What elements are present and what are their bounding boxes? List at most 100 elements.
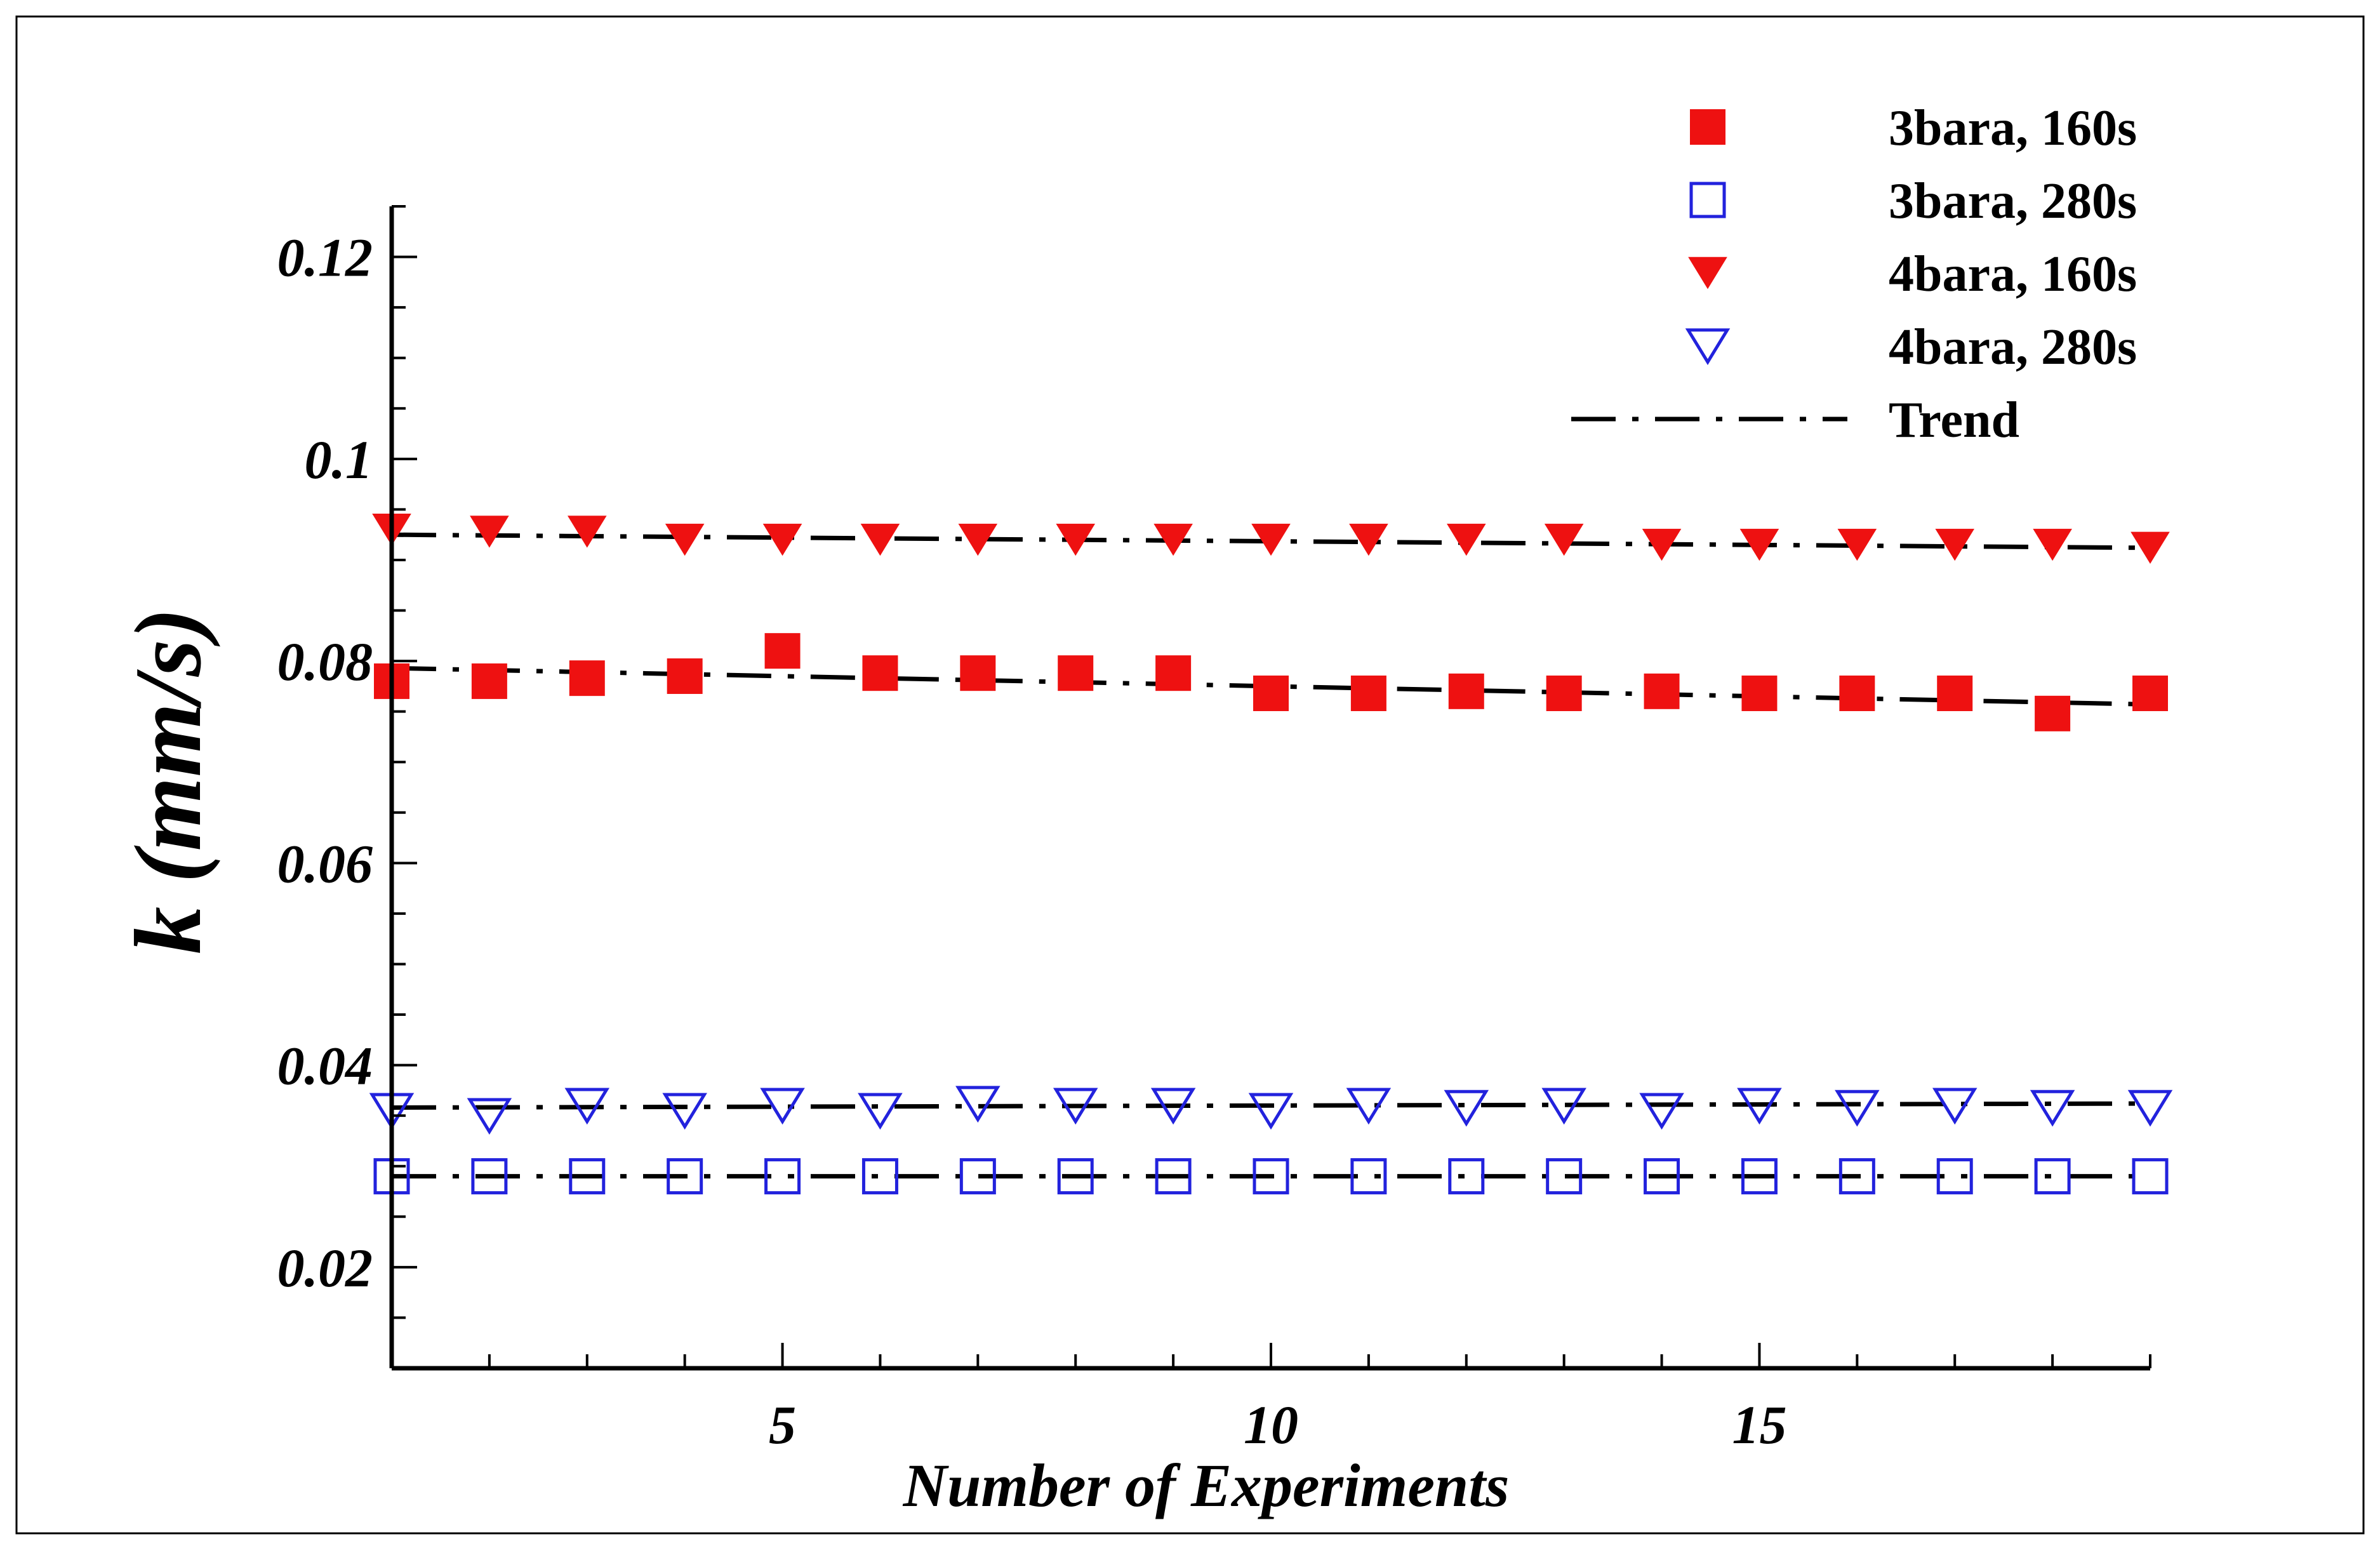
axes: 0.02 0.04 0.06 0.08 0.1 0.12 5 10 15 [277,205,2151,1455]
data-point-4bara-280s [1444,1090,1489,1127]
data-point-3bara-160s [960,655,996,691]
x-tick-label: 10 [1244,1394,1298,1455]
legend-label-4bara-280s: 4bara, 280s [1889,319,2137,375]
data-point-4bara-280s [1541,1088,1586,1125]
data-point-3bara-160s [862,655,898,691]
trend-lines [391,532,2151,1179]
data-point-3bara-280s [471,1158,508,1195]
data-point-3bara-280s [1936,1158,1973,1195]
data-point-4bara-280s [1150,1088,1196,1125]
legend-symbol-4bara-280s [1685,328,1731,365]
legend-label-4bara-160s: 4bara, 160s [1889,246,2137,302]
data-point-3bara-160s [1741,676,1778,712]
data-point-4bara-160s [1153,523,1193,556]
data-point-3bara-160s [1058,655,1094,691]
x-tick-label: 5 [769,1394,796,1455]
data-point-4bara-280s [1346,1088,1392,1125]
data-point-3bara-280s [1546,1158,1583,1195]
data-point-3bara-160s [1644,673,1680,709]
data-point-3bara-160s [1253,676,1289,712]
data-point-4bara-280s [1248,1093,1294,1130]
data-point-4bara-280s [1835,1090,1880,1127]
data-point-4bara-280s [1737,1088,1782,1125]
data-point-4bara-280s [2127,1090,2173,1127]
data-point-3bara-280s [764,1158,801,1195]
x-axis-title: Number of Experiments [903,1451,1510,1519]
data-point-3bara-280s [569,1158,606,1195]
data-point-4bara-280s [662,1093,707,1130]
data-point-3bara-160s [569,660,605,697]
data-point-3bara-160s [1546,676,1582,712]
data-point-3bara-280s [1741,1158,1778,1195]
data-point-4bara-280s [955,1086,1001,1123]
y-tick-label: 0.08 [277,631,373,692]
data-point-4bara-280s [564,1088,610,1125]
data-point-3bara-280s [959,1158,996,1195]
data-point-4bara-280s [858,1093,903,1130]
data-point-4bara-160s [1056,523,1096,556]
data-point-4bara-160s [860,523,900,556]
data-point-4bara-160s [2131,531,2170,564]
data-point-3bara-280s [1155,1158,1192,1195]
data-point-3bara-160s [2132,676,2168,712]
data-point-3bara-280s [1057,1158,1094,1195]
data-point-4bara-160s [1544,523,1584,556]
data-point-4bara-280s [1053,1088,1098,1125]
data-point-3bara-160s [1350,676,1386,712]
data-point-4bara-160s [762,523,802,556]
data-point-4bara-160s [958,523,998,556]
legend-symbol-4bara-160s [1688,257,1727,290]
data-point-3bara-280s [1838,1158,1875,1195]
y-tick-label: 0.12 [277,227,373,288]
data-point-3bara-280s [2034,1158,2071,1195]
data-point-3bara-160s [764,633,801,669]
trend-line [391,1101,2151,1110]
data-markers [369,514,2173,1195]
data-point-4bara-160s [1642,528,1682,561]
y-tick-label: 0.02 [277,1237,373,1298]
data-point-4bara-160s [470,516,509,548]
data-point-3bara-280s [2132,1158,2169,1195]
y-tick-label: 0.1 [305,429,373,490]
data-point-3bara-160s [471,663,507,699]
legend: 3bara, 160s 3bara, 280s 4bara, 160s 4bara, … [1571,100,2137,448]
data-point-4bara-160s [1837,528,1877,561]
data-point-3bara-280s [667,1158,703,1195]
legend-symbol-3bara-160s [1690,109,1725,145]
y-axis-title: k (mm/s) [116,608,221,954]
data-point-4bara-160s [1935,528,1975,561]
data-point-3bara-160s [1155,655,1192,691]
data-point-3bara-280s [861,1158,898,1195]
data-point-4bara-280s [467,1098,512,1135]
x-tick-label: 15 [1732,1394,1786,1455]
figure-border [15,15,2365,1535]
data-point-4bara-280s [1639,1093,1684,1130]
data-point-4bara-160s [2033,528,2072,561]
legend-label-3bara-160s: 3bara, 160s [1889,100,2137,156]
legend-label-trend: Trend [1889,392,2019,448]
data-point-4bara-160s [665,523,705,556]
data-point-3bara-280s [1350,1158,1387,1195]
data-point-4bara-160s [1251,523,1291,556]
x-axis-ticks: 5 10 15 [488,1343,2151,1455]
y-tick-label: 0.04 [277,1036,373,1096]
data-point-3bara-160s [1937,676,1973,712]
legend-symbol-3bara-280s [1689,182,1726,218]
data-point-4bara-160s [1739,528,1779,561]
data-point-4bara-160s [1349,523,1388,556]
data-point-4bara-160s [567,516,607,548]
data-point-3bara-280s [1448,1158,1485,1195]
y-axis-ticks: 0.02 0.04 0.06 0.08 0.1 0.12 [277,205,417,1370]
data-point-3bara-160s [2035,695,2071,731]
legend-label-3bara-280s: 3bara, 280s [1889,173,2137,229]
y-tick-label: 0.06 [277,833,373,894]
data-point-3bara-160s [1839,676,1875,712]
data-point-3bara-160s [1448,673,1484,709]
data-point-4bara-160s [1446,523,1486,556]
data-point-3bara-160s [667,658,703,694]
data-point-4bara-280s [2030,1090,2075,1127]
data-point-3bara-280s [1253,1158,1289,1195]
data-point-3bara-280s [1644,1158,1680,1195]
